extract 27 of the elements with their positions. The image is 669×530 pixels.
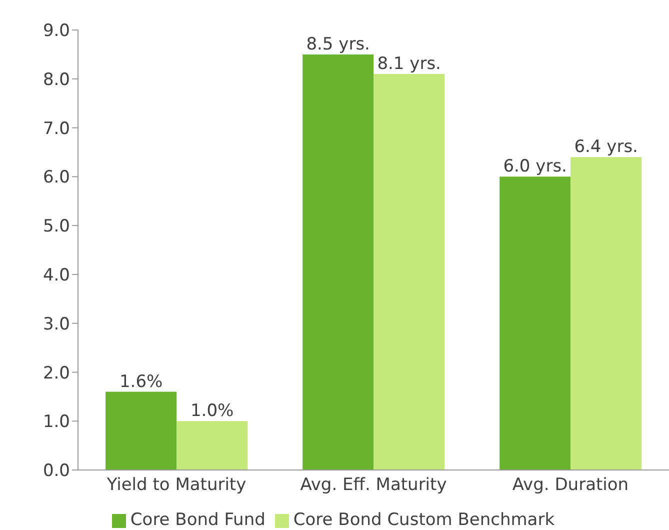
y-tick-label: 3.0 (42, 314, 70, 334)
data-label: 6.0 yrs. (503, 156, 567, 177)
y-tick-label: 0.0 (42, 461, 70, 482)
data-label: 6.4 yrs. (574, 137, 638, 158)
data-label: 8.1 yrs. (377, 54, 441, 74)
y-tick-label: 2.0 (42, 363, 70, 384)
y-tick-label: 5.0 (42, 216, 70, 237)
data-label: 1.6% (119, 372, 163, 392)
bar (106, 392, 177, 470)
bar (570, 157, 642, 470)
y-tick-label: 9.0 (42, 21, 70, 42)
legend-label: Core Bond Custom Benchmark (293, 510, 555, 530)
x-tick-label: Yield to Maturity (106, 475, 246, 496)
y-tick-label: 6.0 (42, 168, 70, 188)
legend-label: Core Bond Fund (130, 510, 266, 530)
bar (302, 54, 374, 470)
x-tick-label: Avg. Duration (512, 475, 629, 496)
bar (500, 176, 571, 470)
data-label: 8.5 yrs. (306, 34, 370, 54)
bar (176, 421, 248, 470)
y-tick-label: 8.0 (42, 70, 70, 90)
bar (374, 74, 445, 470)
data-label: 1.0% (190, 401, 234, 422)
y-tick-label: 4.0 (42, 265, 70, 286)
y-tick-label: 7.0 (42, 118, 70, 139)
x-tick-label: Avg. Eff. Maturity (300, 475, 447, 496)
y-tick-label: 1.0 (42, 412, 70, 432)
